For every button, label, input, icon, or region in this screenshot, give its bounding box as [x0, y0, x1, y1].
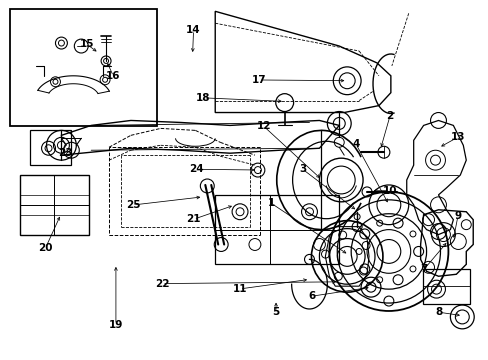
Text: 11: 11 — [232, 284, 246, 294]
Text: 7: 7 — [420, 264, 427, 274]
Text: 13: 13 — [450, 132, 464, 142]
Text: 22: 22 — [154, 279, 169, 289]
Text: 4: 4 — [352, 139, 359, 149]
Text: 10: 10 — [382, 186, 397, 196]
Text: 3: 3 — [299, 164, 305, 174]
Text: 20: 20 — [38, 243, 53, 253]
Text: 15: 15 — [80, 39, 94, 49]
Text: 25: 25 — [125, 200, 140, 210]
Text: 14: 14 — [186, 25, 201, 35]
Text: 19: 19 — [108, 320, 123, 330]
Text: 8: 8 — [434, 307, 441, 317]
Text: 1: 1 — [267, 198, 274, 208]
Text: 17: 17 — [251, 75, 266, 85]
Text: 2: 2 — [386, 111, 393, 121]
Text: 5: 5 — [272, 307, 279, 317]
Bar — [422, 269, 469, 304]
Text: 24: 24 — [188, 164, 203, 174]
Text: 16: 16 — [106, 71, 121, 81]
Text: 23: 23 — [58, 148, 72, 158]
Bar — [30, 130, 71, 165]
Bar — [20, 175, 89, 235]
Text: 21: 21 — [186, 214, 201, 224]
Text: 6: 6 — [308, 291, 315, 301]
Text: 12: 12 — [256, 121, 271, 131]
Text: 18: 18 — [196, 93, 210, 103]
Text: 9: 9 — [453, 211, 461, 221]
Bar — [10, 9, 156, 126]
